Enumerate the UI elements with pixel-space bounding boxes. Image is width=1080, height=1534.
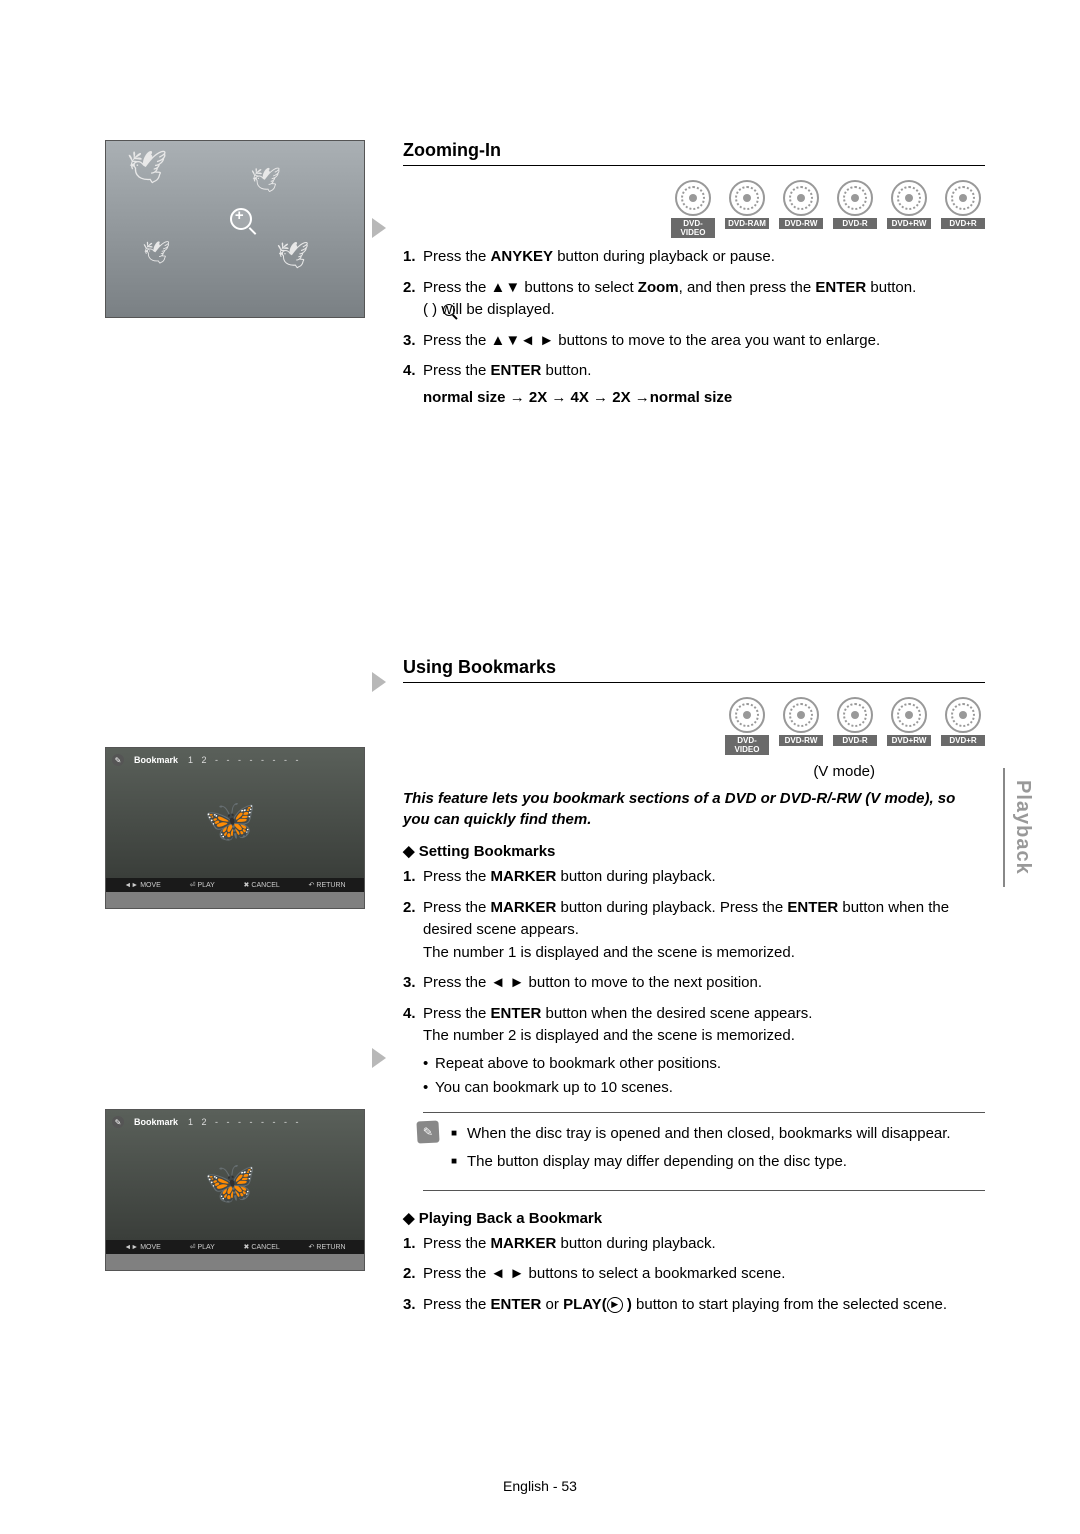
step-item: Press the ◄ ► button to move to the next… [403, 972, 985, 995]
subhead-playing: ◆ Playing Back a Bookmark [403, 1209, 985, 1227]
disc-type-icons: DVD-VIDEO DVD-RAM DVD-RW DVD-R DVD+RW DV… [403, 180, 985, 238]
playing-steps: Press the MARKER button during playback.… [403, 1233, 985, 1317]
chapter-tab: Playback [1011, 780, 1034, 875]
step-item: Press the MARKER button during playback.… [403, 897, 985, 965]
zoom-screenshot: 🕊 🕊 🕊 🕊 [105, 140, 365, 318]
bird-scene-image: 🕊 🕊 🕊 🕊 [106, 141, 364, 317]
play-icon: ▶ [607, 1297, 623, 1313]
note-icon: ✎ [416, 1120, 439, 1143]
section-title: Using Bookmarks [403, 657, 985, 683]
step-item: Press the ◄ ► buttons to select a bookma… [403, 1263, 985, 1286]
step-item: Press the MARKER button during playback. [403, 1233, 985, 1256]
disc-icon: DVD-RAM [725, 180, 769, 238]
step-item: Press the ENTER button. normal size → 2X… [403, 360, 985, 409]
arrow-marker-icon [372, 218, 386, 238]
disc-icon: DVD+RW [887, 180, 931, 238]
osd-hint: ◄► MOVE [124, 882, 160, 889]
zoom-instructions: Zooming-In DVD-VIDEO DVD-RAM DVD-RW DVD-… [389, 140, 985, 417]
disc-icon: DVD+RW [887, 697, 931, 755]
butterfly-scene-image: ✎ Bookmark 1 2 - - - - - - - - 🦋 [106, 748, 364, 878]
bookmark-icon: ✎ [112, 1116, 124, 1128]
sub-bullets: Repeat above to bookmark other positions… [423, 1052, 985, 1100]
setting-steps: Press the MARKER button during playback.… [403, 866, 985, 1100]
butterfly-shape: 🦋 [204, 1159, 256, 1208]
step-item: Press the ENTER button when the desired … [403, 1003, 985, 1100]
zoom-cursor-icon [230, 208, 252, 230]
disc-icon: DVD-VIDEO [671, 180, 715, 238]
page-footer: English - 53 [0, 1478, 1080, 1494]
butterfly-shape: 🦋 [204, 797, 256, 846]
bird-shape: 🕊 [142, 240, 170, 266]
osd-bottom-bar: ◄► MOVE ⏎ PLAY ✖ CANCEL ↶ RETURN [106, 878, 364, 892]
spacer [105, 909, 365, 1109]
screenshot-column: ✎ Bookmark 1 2 - - - - - - - - 🦋 ◄► MOVE… [105, 657, 365, 1324]
magnifier-icon [443, 304, 455, 316]
bird-shape: 🕊 [250, 166, 280, 195]
note-item: The button display may differ depending … [451, 1151, 985, 1174]
step-item: Press the ENTER or PLAY(▶ ) button to st… [403, 1294, 985, 1317]
bookmark-screenshot-2: ✎ Bookmark 1 2 - - - - - - - - 🦋 ◄► MOVE… [105, 1109, 365, 1271]
osd-label: Bookmark [134, 755, 178, 765]
disc-icon: DVD-RW [779, 697, 823, 755]
spacer [105, 437, 985, 657]
step-item: Press the ▲▼ buttons to select Zoom, and… [403, 277, 985, 322]
osd-bottom-bar: ◄► MOVE ⏎ PLAY ✖ CANCEL ↶ RETURN [106, 1240, 364, 1254]
osd-slots: 1 2 - - - - - - - - [188, 755, 302, 765]
osd-hint: ⏎ PLAY [190, 1243, 215, 1251]
butterfly-scene-image: ✎ Bookmark 1 2 - - - - - - - - 🦋 [106, 1110, 364, 1240]
disc-icon: DVD+R [941, 697, 985, 755]
osd-hint: ⏎ PLAY [190, 881, 215, 889]
osd-slots: 1 2 - - - - - - - - [188, 1117, 302, 1127]
disc-icon: DVD-VIDEO [725, 697, 769, 755]
arrow-marker-icon [372, 1048, 386, 1068]
disc-icon: DVD-RW [779, 180, 823, 238]
vmode-label: (V mode) [403, 763, 985, 780]
osd-hint: ◄► MOVE [124, 1244, 160, 1251]
manual-page: 🕊 🕊 🕊 🕊 Zooming-In DVD-VIDEO DVD-RAM DVD… [0, 0, 1080, 1394]
bookmark-icon: ✎ [112, 754, 124, 766]
screenshot-column: 🕊 🕊 🕊 🕊 [105, 140, 365, 417]
bird-shape: 🕊 [276, 240, 309, 271]
section-bookmarks: ✎ Bookmark 1 2 - - - - - - - - 🦋 ◄► MOVE… [105, 657, 985, 1324]
osd-hint: ✖ CANCEL [244, 1243, 280, 1251]
disc-icon: DVD+R [941, 180, 985, 238]
section-title: Zooming-In [403, 140, 985, 166]
step-item: Press the MARKER button during playback. [403, 866, 985, 889]
subhead-setting: ◆ Setting Bookmarks [403, 842, 985, 860]
step-item: Press the ANYKEY button during playback … [403, 246, 985, 269]
bookmark-instructions: Using Bookmarks DVD-VIDEO DVD-RW DVD-R D… [389, 657, 985, 1324]
disc-icon: DVD-R [833, 180, 877, 238]
osd-top-bar: ✎ Bookmark 1 2 - - - - - - - - [112, 754, 302, 766]
spacer [105, 657, 365, 747]
osd-label: Bookmark [134, 1117, 178, 1127]
osd-hint: ↶ RETURN [309, 881, 346, 889]
intro-text: This feature lets you bookmark sections … [403, 788, 985, 830]
osd-hint: ↶ RETURN [309, 1243, 346, 1251]
osd-hint: ✖ CANCEL [244, 881, 280, 889]
arrow-marker-icon [372, 672, 386, 692]
bird-shape: 🕊 [127, 148, 168, 186]
note-box: ✎ When the disc tray is opened and then … [423, 1112, 985, 1191]
step-item: Press the ▲▼◄ ► buttons to move to the a… [403, 330, 985, 353]
zoom-steps: Press the ANYKEY button during playback … [403, 246, 985, 409]
osd-top-bar: ✎ Bookmark 1 2 - - - - - - - - [112, 1116, 302, 1128]
disc-icon: DVD-R [833, 697, 877, 755]
section-zooming: 🕊 🕊 🕊 🕊 Zooming-In DVD-VIDEO DVD-RAM DVD… [105, 140, 985, 417]
disc-type-icons: DVD-VIDEO DVD-RW DVD-R DVD+RW DVD+R [403, 697, 985, 755]
bookmark-screenshot-1: ✎ Bookmark 1 2 - - - - - - - - 🦋 ◄► MOVE… [105, 747, 365, 909]
note-item: When the disc tray is opened and then cl… [451, 1123, 985, 1146]
zoom-sequence: normal size → 2X → 4X → 2X →normal size [423, 387, 985, 410]
